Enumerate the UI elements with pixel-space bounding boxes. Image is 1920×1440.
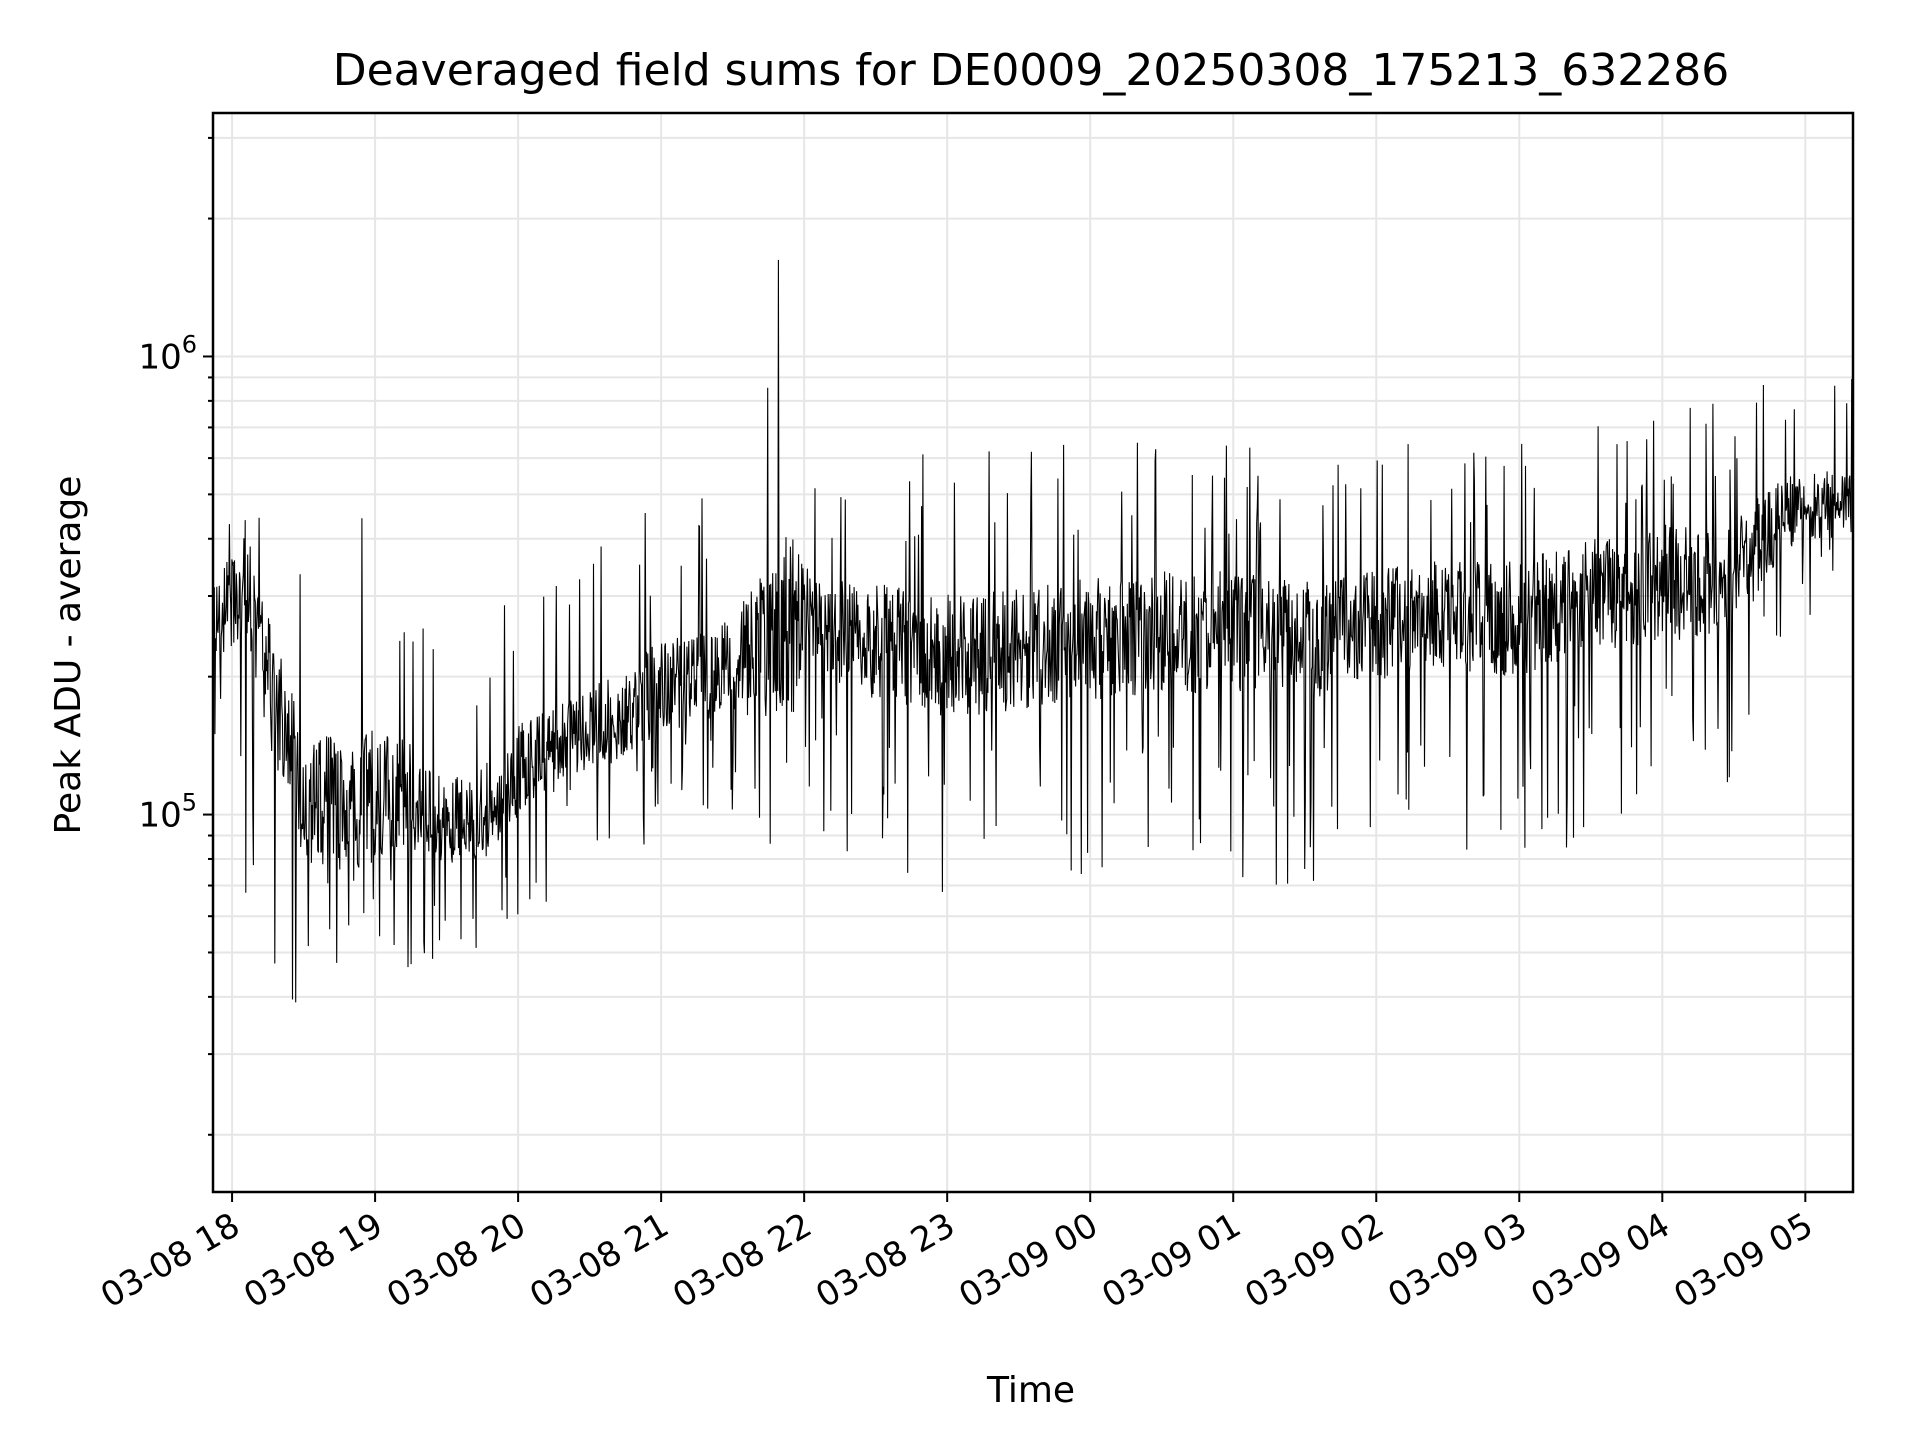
series-line [212, 259, 1854, 1003]
chart-title: Deaveraged field sums for DE0009_2025030… [333, 45, 1730, 96]
y-axis-label: Peak ADU - average [48, 476, 89, 835]
x-axis-label: Time [986, 1370, 1075, 1411]
series-layer [212, 259, 1854, 1003]
y-tick-label: 105 [138, 789, 197, 836]
y-axis: 105 106 [138, 136, 213, 1136]
y-tick-label: 106 [138, 330, 197, 377]
plot-frame [211, 111, 1855, 1194]
